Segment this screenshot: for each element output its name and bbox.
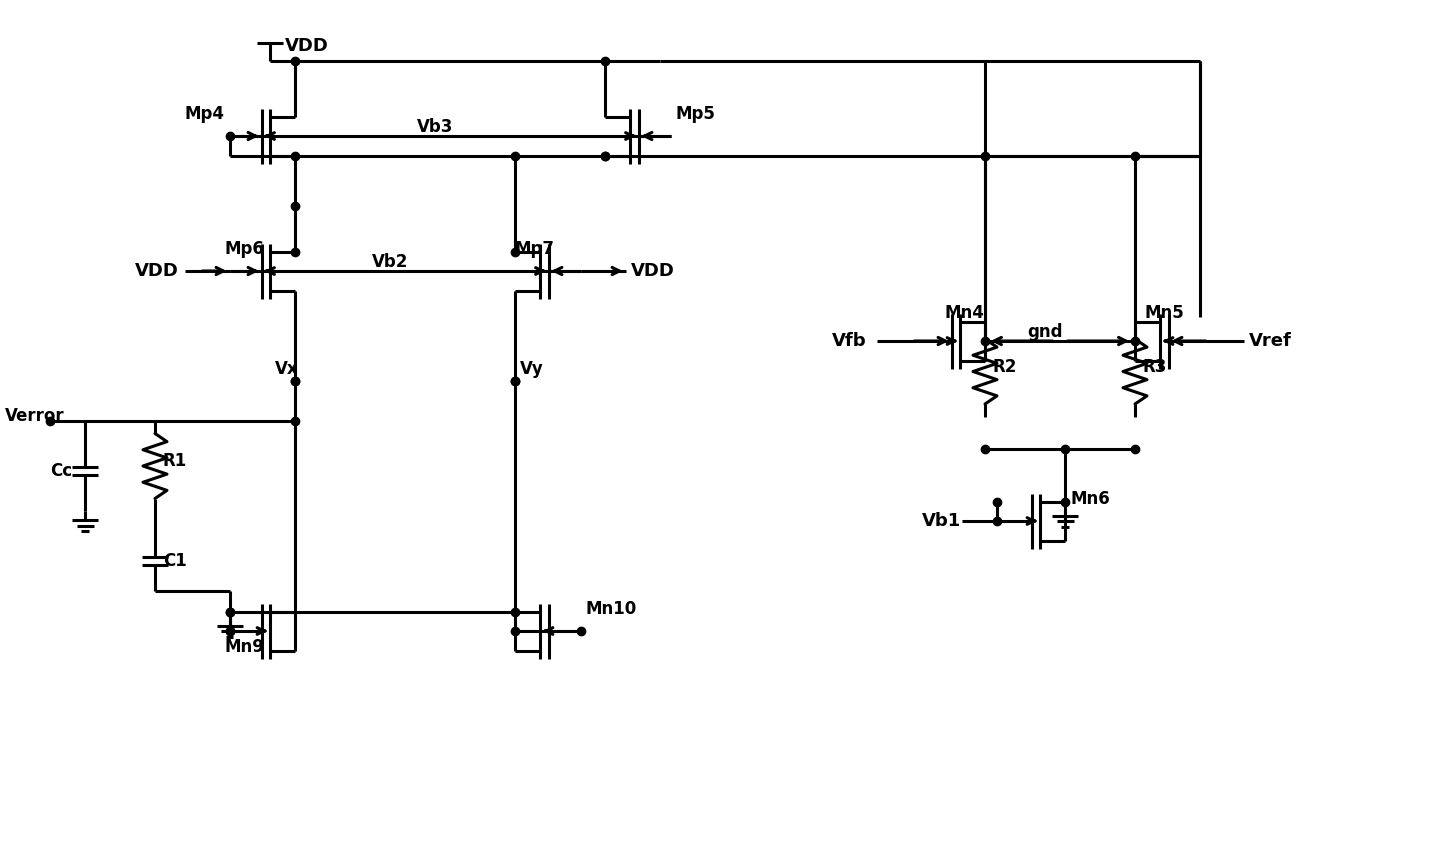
Text: C1: C1: [163, 552, 187, 570]
Text: Vx: Vx: [274, 360, 299, 378]
Text: Mp6: Mp6: [225, 240, 264, 258]
Text: Mp7: Mp7: [515, 240, 555, 258]
Text: Vref: Vref: [1249, 332, 1291, 350]
Text: Mp5: Mp5: [675, 105, 716, 123]
Text: VDD: VDD: [285, 37, 328, 55]
Text: Verror: Verror: [4, 407, 65, 425]
Text: Vb3: Vb3: [417, 118, 453, 136]
Text: R3: R3: [1143, 357, 1167, 375]
Text: Vb1: Vb1: [922, 512, 961, 530]
Text: Mn9: Mn9: [225, 637, 264, 655]
Text: Mp4: Mp4: [184, 105, 225, 123]
Text: Mn5: Mn5: [1146, 304, 1185, 322]
Text: R1: R1: [163, 452, 187, 470]
Text: Mn6: Mn6: [1070, 490, 1109, 508]
Text: VDD: VDD: [630, 262, 674, 280]
Text: Vb2: Vb2: [372, 253, 408, 271]
Text: VDD: VDD: [135, 262, 179, 280]
Text: gnd: gnd: [1027, 323, 1063, 341]
Text: Vfb: Vfb: [832, 332, 867, 350]
Text: R2: R2: [993, 357, 1018, 375]
Text: Mn10: Mn10: [585, 600, 637, 618]
Text: Cc: Cc: [49, 462, 73, 480]
Text: Vy: Vy: [520, 360, 543, 378]
Text: Mn4: Mn4: [945, 304, 984, 322]
